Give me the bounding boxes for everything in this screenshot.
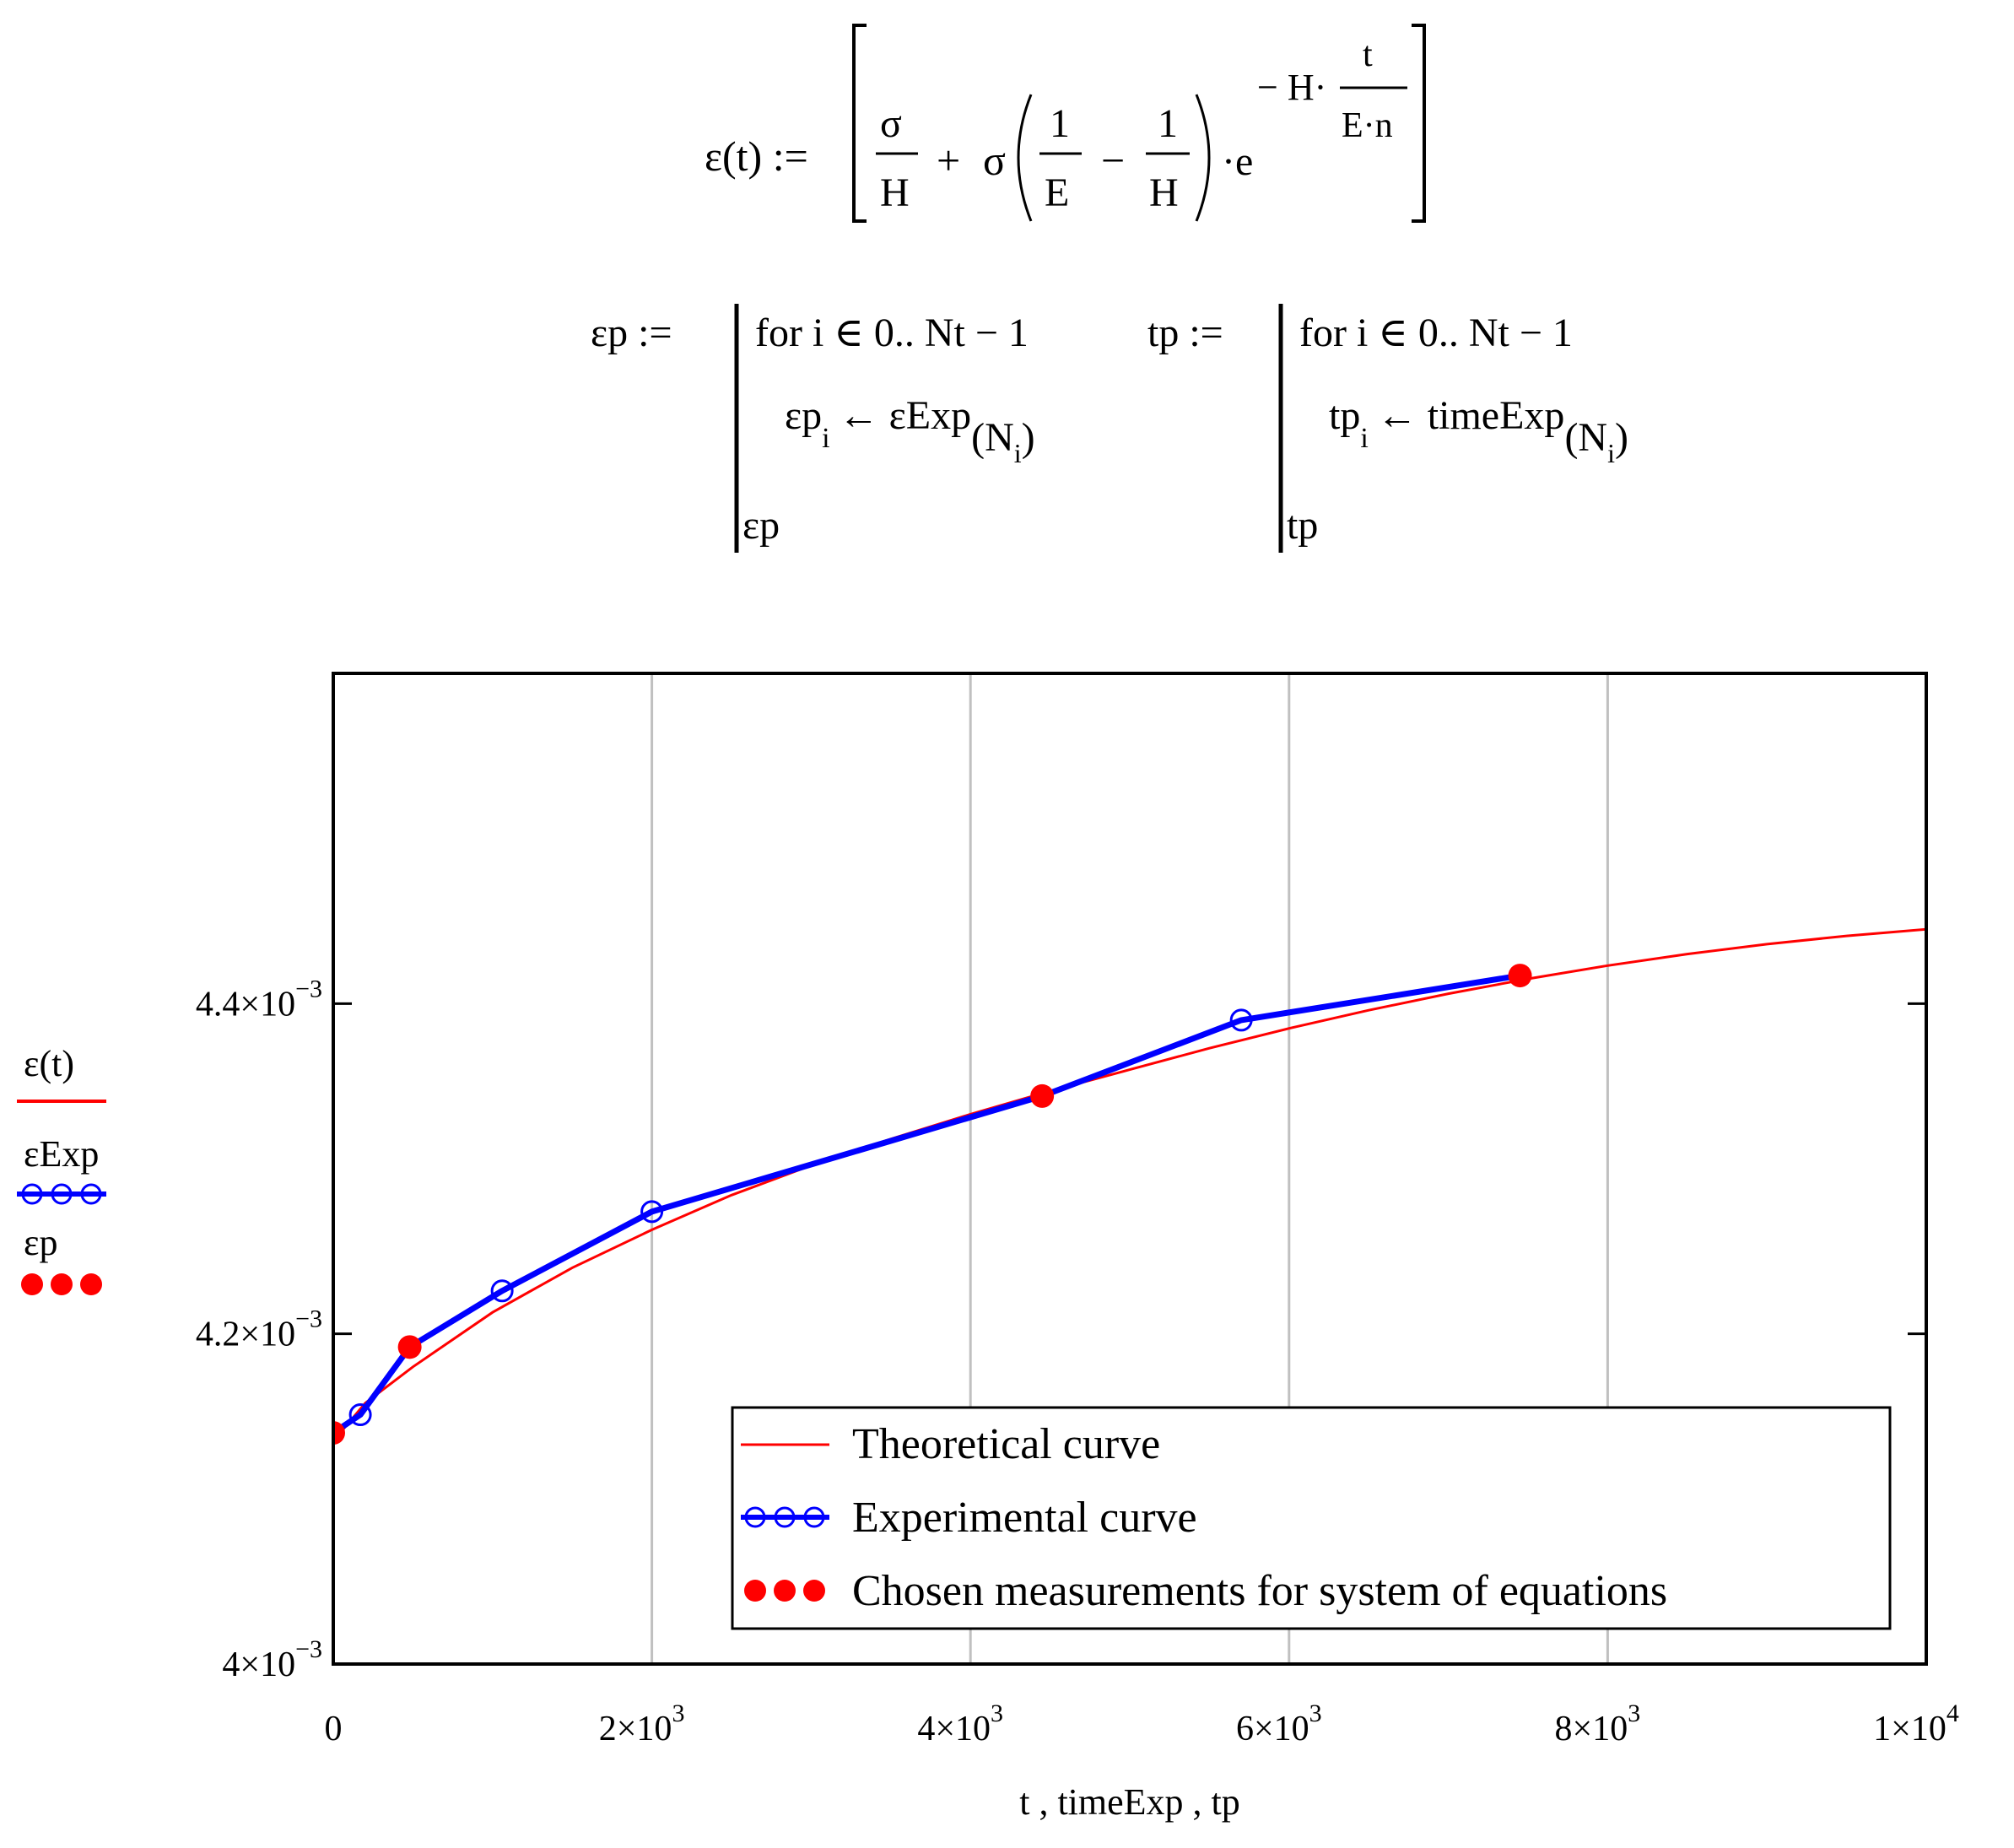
y-tick-label: 4.4×10−3 bbox=[196, 975, 322, 1024]
frac-H-1: H bbox=[880, 170, 910, 215]
x-tick-label: 2×103 bbox=[599, 1699, 685, 1748]
side-legend-theory-label: ε(t) bbox=[24, 1043, 74, 1084]
tp-lhs: tp := bbox=[1147, 311, 1223, 355]
frac-E: E bbox=[1045, 170, 1069, 215]
side-legend-points-label: εp bbox=[24, 1222, 57, 1263]
side-legend-exp-marker bbox=[51, 1183, 73, 1205]
legend-marker-chosen bbox=[803, 1580, 825, 1602]
ep-line-2: εpi← εExp(Ni) bbox=[785, 393, 1035, 468]
x-axis-label: t , timeExp , tp bbox=[1019, 1781, 1240, 1823]
series-line-experimental bbox=[333, 972, 1521, 1436]
legend-frame bbox=[731, 1406, 1892, 1630]
exp-den: E·n bbox=[1342, 106, 1393, 145]
formula-lhs: ε(t) := bbox=[705, 132, 808, 180]
x-tick-label: 1×104 bbox=[1873, 1699, 1959, 1748]
tp-line-1: for i ∈ 0.. Nt − 1 bbox=[1299, 311, 1573, 355]
plus-sign: + bbox=[937, 137, 960, 184]
chosen-point bbox=[397, 1335, 422, 1359]
exp-num: t bbox=[1363, 35, 1373, 74]
plot-series bbox=[333, 927, 1926, 1445]
legend-box: Theoretical curve Experimental curve Cho… bbox=[731, 1406, 1892, 1630]
legend-marker-experimental bbox=[803, 1506, 825, 1528]
experimental-point bbox=[348, 1403, 372, 1427]
formula-epsilon-t: ε(t) := σ H + σ 1 E − 1 H ·e − H· t E·n bbox=[705, 24, 1426, 223]
side-legend-points-marker bbox=[21, 1273, 43, 1295]
x-tick-label: 4×103 bbox=[917, 1699, 1003, 1748]
frac-one-2: 1 bbox=[1158, 101, 1178, 146]
legend-label-experimental: Experimental curve bbox=[852, 1494, 1197, 1542]
tp-return: tp bbox=[1287, 503, 1318, 548]
x-tick-label: 0 bbox=[325, 1710, 343, 1748]
plot-frame bbox=[332, 672, 1928, 1666]
legend-marker-experimental bbox=[744, 1506, 766, 1528]
side-legend-exp-marker bbox=[80, 1183, 102, 1205]
side-legend-points-marker bbox=[51, 1273, 73, 1295]
side-legend: ε(t) εExp εp bbox=[17, 1043, 106, 1295]
legend-label-chosen: Chosen measurements for system of equati… bbox=[852, 1567, 1667, 1615]
formula-programs: εp := for i ∈ 0.. Nt − 1 εpi← εExp(Ni) ε… bbox=[591, 304, 1628, 553]
series-line-theoretical bbox=[333, 927, 1926, 1442]
ep-lhs: εp := bbox=[591, 311, 672, 355]
frac-one-1: 1 bbox=[1050, 101, 1070, 146]
left-bracket bbox=[852, 24, 867, 223]
right-paren bbox=[1195, 94, 1211, 222]
right-bracket bbox=[1412, 24, 1426, 223]
chosen-point bbox=[1508, 964, 1532, 988]
axis-ticks: 0 2×103 4×103 6×103 8×103 1×104 4×10−3 4.2×10−3… bbox=[196, 975, 1959, 1748]
left-paren bbox=[1017, 94, 1033, 222]
x-tick-label: 6×103 bbox=[1236, 1699, 1322, 1748]
y-tick-label: 4×10−3 bbox=[222, 1635, 322, 1684]
minus-sign: − bbox=[1101, 137, 1125, 184]
legend-marker-chosen bbox=[774, 1580, 796, 1602]
legend-marker-experimental bbox=[774, 1506, 796, 1528]
experimental-point bbox=[640, 1200, 664, 1224]
dot-e: ·e bbox=[1222, 139, 1253, 184]
side-legend-exp-marker bbox=[21, 1183, 43, 1205]
chosen-point bbox=[1030, 1083, 1055, 1108]
experimental-point bbox=[1229, 1008, 1253, 1032]
tp-line-2: tpi← timeExp(Ni) bbox=[1329, 393, 1628, 468]
chosen-point bbox=[333, 1421, 345, 1445]
ep-return: εp bbox=[742, 503, 780, 548]
exp-prefix: − H· bbox=[1257, 67, 1326, 108]
side-legend-points-marker bbox=[80, 1273, 102, 1295]
frac-sigma: σ bbox=[880, 101, 902, 146]
sigma-coef: σ bbox=[983, 137, 1006, 184]
x-tick-label: 8×103 bbox=[1555, 1699, 1641, 1748]
strain-chart: 0 2×103 4×103 6×103 8×103 1×104 4×10−3 4.2×10−3… bbox=[17, 672, 1959, 1823]
side-legend-exp-label: εExp bbox=[24, 1133, 99, 1175]
experimental-point bbox=[490, 1279, 514, 1303]
legend-label-theoretical: Theoretical curve bbox=[852, 1420, 1160, 1468]
ep-line-1: for i ∈ 0.. Nt − 1 bbox=[755, 311, 1029, 355]
legend-marker-chosen bbox=[744, 1580, 766, 1602]
frac-H-2: H bbox=[1149, 170, 1179, 215]
y-tick-label: 4.2×10−3 bbox=[196, 1305, 322, 1354]
